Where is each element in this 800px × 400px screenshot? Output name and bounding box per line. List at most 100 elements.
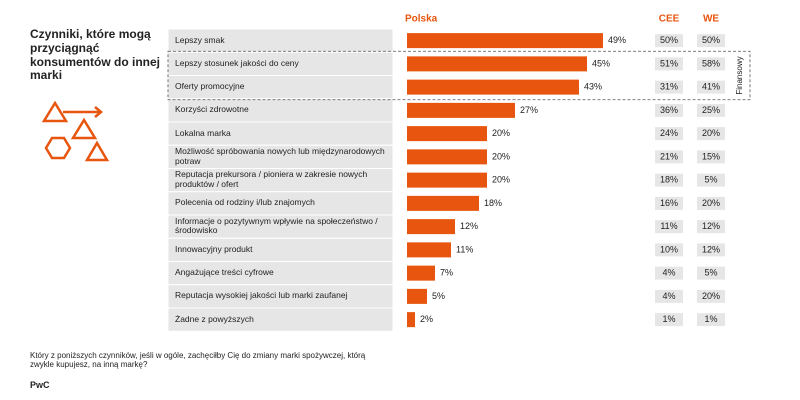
chart-title: Czynniki, które mogą przyciągnąć konsume…: [30, 27, 161, 83]
value-cell: [655, 289, 683, 303]
value-label: 43%: [584, 82, 602, 92]
value-label: 18%: [484, 198, 502, 208]
value-label: 5%: [704, 268, 717, 278]
icon: [41, 100, 110, 162]
value-label: 25%: [702, 105, 720, 115]
group-label: Finansowy: [735, 56, 744, 94]
value-label: 10%: [660, 244, 678, 254]
value-label: 1%: [704, 314, 717, 324]
value-label: 41%: [702, 82, 720, 92]
value-cell: [655, 150, 683, 164]
value-label: 7%: [440, 268, 453, 278]
value-label: 50%: [660, 35, 678, 45]
value-label: 5%: [704, 175, 717, 185]
column-header: Polska: [405, 14, 438, 25]
bar: [407, 126, 487, 142]
value-cell: [697, 103, 725, 117]
value-label: 24%: [660, 128, 678, 138]
bar: [407, 33, 603, 49]
category-label: Innowacyjny produkt: [175, 243, 253, 254]
value-cell: [697, 150, 725, 164]
value-cell: [655, 57, 683, 71]
value-label: 20%: [702, 291, 720, 301]
value-label: 4%: [662, 291, 675, 301]
category-label: Informacje o pozytywnym wpływie na społe…: [175, 215, 378, 236]
value-cell: [697, 173, 725, 187]
bar: [407, 102, 515, 118]
category-cell: [167, 307, 394, 332]
value-label: 20%: [702, 128, 720, 138]
value-cell: [697, 220, 725, 234]
footnote: Który z poniższych czynników, jeśli w og…: [30, 351, 366, 370]
category-label: Żadne z powyższych: [175, 313, 254, 324]
bar: [407, 312, 415, 328]
value-label: 51%: [660, 58, 678, 68]
value-cell: [655, 313, 683, 327]
value-label: 2%: [420, 314, 433, 324]
value-cell: [655, 34, 683, 48]
value-label: 1%: [662, 314, 675, 324]
value-cell: [655, 127, 683, 141]
value-label: 31%: [660, 82, 678, 92]
value-label: 16%: [660, 198, 678, 208]
column-header: WE: [703, 14, 719, 25]
value-label: 4%: [662, 268, 675, 278]
bar: [407, 195, 479, 211]
bar: [407, 242, 451, 258]
category-label: Korzyści zdrowotne: [175, 104, 249, 115]
category-label: Lokalna marka: [175, 127, 231, 138]
value-cell: [697, 80, 725, 94]
category-label: Reputacja wysokiej jakości lub marki zau…: [175, 290, 348, 301]
bar: [407, 149, 487, 165]
category-label: Możliwość spróbowania nowych lub międzyn…: [175, 146, 385, 166]
value-label: 36%: [660, 105, 678, 115]
bar: [407, 56, 587, 72]
value-cell: [655, 173, 683, 187]
value-label: 12%: [460, 221, 478, 231]
bar: [407, 219, 455, 235]
value-label: 20%: [492, 175, 510, 185]
column-header: CEE: [659, 14, 680, 25]
value-cell: [697, 313, 725, 327]
value-label: 58%: [702, 58, 720, 68]
bar: [407, 265, 435, 281]
category-label: Polecenia od rodziny i/lub znajomych: [175, 197, 315, 208]
value-label: 45%: [592, 58, 610, 68]
value-cell: [655, 266, 683, 280]
bar: [407, 79, 579, 95]
value-cell: [655, 103, 683, 117]
group-box: [167, 50, 751, 101]
bar: [407, 288, 427, 304]
source: PwC: [30, 380, 50, 390]
value-label: 12%: [702, 244, 720, 254]
value-label: 15%: [702, 151, 720, 161]
category-label: Oferty promocyjne: [175, 81, 245, 92]
value-label: 27%: [520, 105, 538, 115]
value-label: 50%: [702, 35, 720, 45]
value-label: 5%: [432, 291, 445, 301]
value-label: 20%: [702, 198, 720, 208]
value-cell: [655, 196, 683, 210]
value-label: 20%: [492, 128, 510, 138]
value-cell: [697, 196, 725, 210]
value-cell: [697, 57, 725, 71]
value-label: 11%: [660, 221, 677, 231]
value-label: 21%: [660, 151, 678, 161]
category-label: Lepszy stosunek jakości do ceny: [175, 57, 299, 68]
value-cell: [697, 266, 725, 280]
value-cell: [697, 127, 725, 141]
value-label: 12%: [702, 221, 720, 231]
value-cell: [697, 289, 725, 303]
value-label: 11%: [456, 244, 473, 254]
category-label: Lepszy smak: [175, 34, 225, 45]
value-label: 20%: [492, 151, 510, 161]
value-label: 18%: [660, 175, 678, 185]
value-cell: [697, 243, 725, 257]
value-cell: [697, 34, 725, 48]
value-cell: [655, 243, 683, 257]
category-label: Angażujące treści cyfrowe: [175, 267, 274, 278]
bar: [407, 172, 487, 188]
category-label: Reputacja prekursora / pioniera w zakres…: [175, 169, 368, 190]
